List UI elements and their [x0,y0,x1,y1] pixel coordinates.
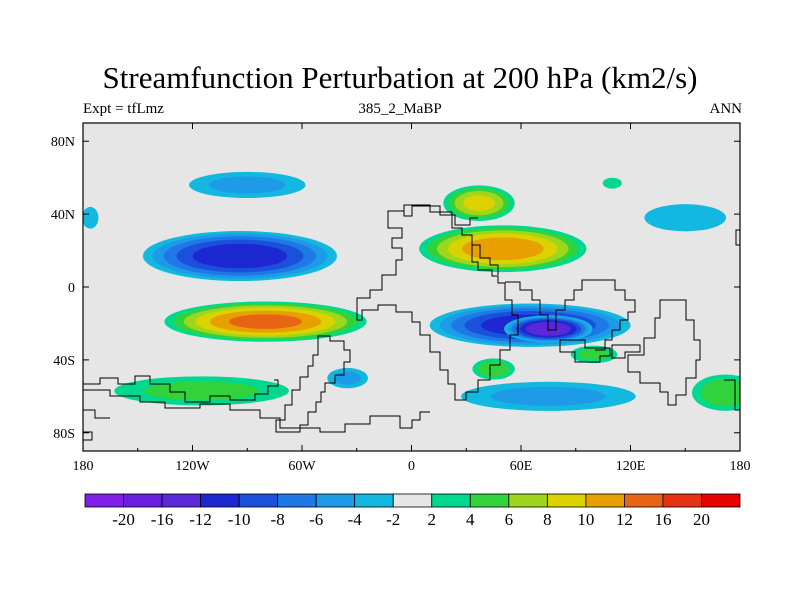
season-label: ANN [709,101,743,117]
contour-band [463,195,495,212]
contour-band [602,177,622,189]
coastline-maritime [559,339,641,363]
colorbar-label: -20 [112,510,135,529]
colorbar-label: -8 [271,510,285,529]
x-tick-label: 120E [616,459,646,474]
colorbar-label: 2 [428,510,437,529]
contour-band [209,176,286,194]
contour-blob [570,345,618,364]
x-tick-label: 60E [510,459,533,474]
colorbar-label: -4 [348,510,363,529]
x-tick-label: 0 [408,459,415,474]
coastline-europe [403,205,478,226]
case-label: 385_2_MaBP [358,101,442,117]
contour-blob [327,367,369,389]
colorbar-label: 6 [505,510,514,529]
colorbar-swatch [469,493,510,508]
y-tick-label: 80N [51,135,75,150]
colorbar-swatch [392,493,433,508]
coastline-southern-edge [83,409,110,441]
colorbar-swatch [585,493,625,508]
colorbar-label: -2 [386,510,400,529]
colorbar-swatch [701,493,741,508]
colorbar-swatch [315,493,356,508]
x-axis: 180 120W 60W 0 60E 120E 180 [73,123,751,474]
colorbar-label: -6 [309,510,323,529]
coastline-india [505,279,600,331]
contour-band [334,371,361,385]
contour-blob [602,177,622,189]
colorbar-swatch [431,493,471,508]
coastline-south-america [275,335,351,433]
x-tick-label: 120W [175,459,210,474]
colorbar-label: 10 [577,510,594,529]
experiment-label: Expt = tfLmz [83,101,164,117]
contour-blob [189,171,306,199]
y-tick-label: 0 [68,281,75,296]
contour-fills [83,171,740,411]
contour-blob [142,230,337,282]
colorbar-label: 4 [466,510,475,529]
coastlines [83,204,740,441]
contour-band [83,206,99,229]
contour-band [192,243,288,269]
coastline-antarctica [83,389,430,433]
colorbar-swatch [161,493,201,508]
colorbar-swatch [354,493,394,508]
colorbar-label: 8 [543,510,552,529]
colorbar-swatch [123,493,163,508]
colorbar-swatch [624,493,664,508]
contour-band [477,361,510,377]
colorbar-swatch [546,493,587,508]
colorbar-label: -16 [151,510,174,529]
colorbar-label: -10 [228,510,251,529]
x-tick-label: 180 [73,459,94,474]
contour-band [491,386,606,406]
contour-blob [83,206,99,229]
contour-band [461,237,544,261]
contour-band [578,348,610,361]
colorbar-label: 20 [693,510,710,529]
contour-blob [419,225,587,273]
contour-blob [164,301,367,342]
coastline-australia [627,299,701,406]
contour-blob [692,374,740,411]
contour-band [644,204,727,232]
contour-blob [644,204,727,232]
colorbar: -20 -16 -12 -10 -8 -6 -4 -2 2 4 6 8 10 12 16 20 [84,493,741,529]
y-axis: 80N 40N 0 40S 80S [51,135,740,442]
x-tick-label: 180 [730,459,751,474]
coastline-se-asia [595,279,636,351]
contour-blob [461,381,636,411]
colorbar-label: 12 [616,510,633,529]
colorbar-swatch [662,493,702,508]
y-tick-label: 40S [53,354,75,369]
contour-band [700,379,740,407]
coastline-east-edge [724,229,740,411]
y-tick-label: 80S [53,427,75,442]
colorbar-swatch [200,493,240,508]
contour-blob [443,185,515,221]
coastline-arabia [471,244,499,275]
y-tick-label: 40N [51,208,75,223]
chart-title: Streamfunction Perturbation at 200 hPa (… [102,60,698,95]
contour-blob [472,358,515,380]
colorbar-swatch [508,493,548,508]
x-tick-label: 60W [288,459,316,474]
colorbar-swatch [277,493,317,508]
contour-band [229,314,302,329]
colorbar-swatch [238,493,279,508]
colorbar-label: 16 [654,510,671,529]
colorbar-label: -12 [189,510,212,529]
coastline-africa [356,204,519,401]
coastline-antarctic-peninsula [83,375,279,403]
colorbar-swatch [84,493,124,508]
